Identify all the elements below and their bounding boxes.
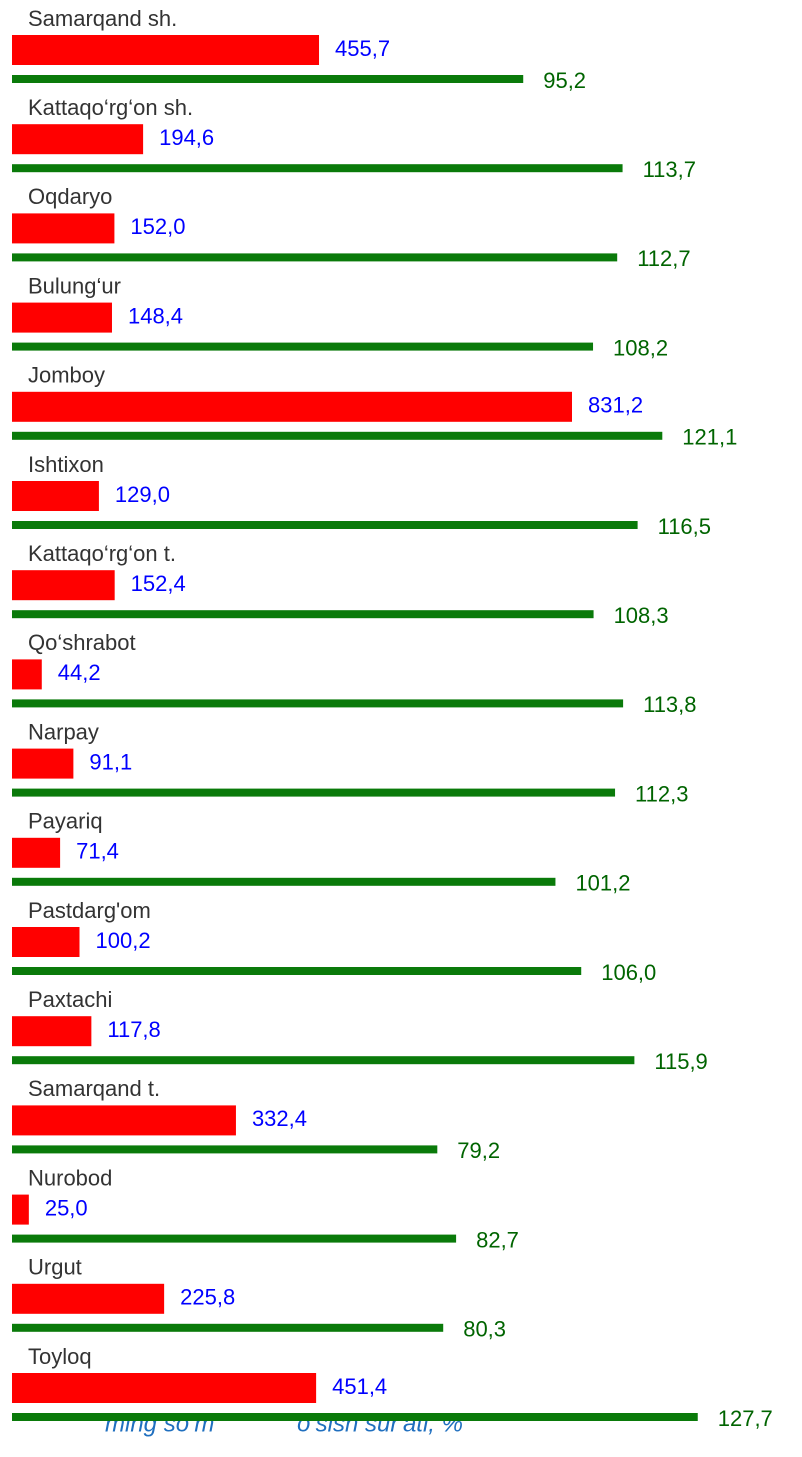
bar: [12, 659, 42, 690]
bar: [12, 699, 624, 708]
bar: [12, 1056, 635, 1065]
category-label: Samarqand t.: [28, 1076, 160, 1101]
value-label: 108,3: [614, 603, 669, 628]
bar: [12, 927, 80, 957]
bar: [12, 837, 61, 868]
category-label: Pastdarg'om: [28, 898, 151, 923]
bar: [12, 481, 99, 511]
value-label: 113,8: [643, 692, 696, 717]
category-label: Narpay: [28, 719, 99, 744]
category-label: Oqdaryo: [28, 184, 112, 209]
bar: [12, 748, 74, 779]
value-label: 44,2: [58, 660, 101, 685]
value-label: 25,0: [45, 1195, 88, 1220]
value-label: 117,8: [107, 1017, 160, 1042]
category-label: Jomboy: [28, 363, 105, 388]
value-label: 451,4: [332, 1374, 387, 1399]
bar: [12, 253, 618, 262]
value-label: 455,7: [335, 36, 390, 61]
bar: [12, 431, 663, 440]
category-label: Paxtachi: [28, 987, 112, 1012]
value-label: 95,2: [543, 68, 586, 93]
value-label: 106,0: [601, 960, 656, 985]
bar: [12, 570, 115, 601]
category-label: Ishtixon: [28, 452, 104, 477]
value-label: 115,9: [654, 1049, 707, 1074]
value-label: 112,3: [635, 781, 688, 806]
bar: [12, 1194, 29, 1225]
bar: [12, 521, 638, 529]
value-label: 152,0: [130, 214, 185, 239]
value-label: 121,1: [682, 425, 737, 450]
bar: [12, 302, 112, 333]
category-label: Nurobod: [28, 1165, 112, 1190]
bar: [12, 342, 594, 351]
bar: [12, 877, 556, 886]
value-label: 113,7: [643, 157, 696, 182]
value-label: 194,6: [159, 125, 214, 150]
category-label: Urgut: [28, 1255, 82, 1280]
bar: [12, 1016, 92, 1047]
category-label: Kattaqo‘rg‘on t.: [28, 541, 176, 566]
value-label: 129,0: [115, 482, 170, 507]
value-label: 71,4: [76, 839, 119, 864]
bar: [12, 610, 594, 619]
value-label: 91,1: [89, 749, 132, 774]
bar: [12, 391, 572, 422]
bar: [12, 1105, 236, 1136]
value-label: 108,2: [613, 335, 668, 360]
category-label: Kattaqo‘rg‘on sh.: [28, 95, 193, 120]
bar: [12, 1145, 438, 1154]
bar: [12, 1413, 698, 1421]
bar: [12, 1234, 457, 1243]
bar: [12, 1323, 444, 1332]
bar: [12, 35, 320, 65]
value-label: 127,7: [718, 1406, 773, 1431]
value-label: 112,7: [637, 246, 690, 271]
value-label: 225,8: [180, 1285, 235, 1310]
bar: [12, 1373, 317, 1403]
category-label: Toyloq: [28, 1344, 92, 1369]
bar: [12, 967, 582, 975]
value-label: 101,2: [575, 871, 630, 896]
bar: [12, 75, 524, 83]
value-label: 82,7: [476, 1227, 519, 1252]
category-label: Bulung‘ur: [28, 273, 121, 298]
value-label: 152,4: [131, 571, 186, 596]
value-label: 79,2: [457, 1138, 500, 1163]
value-label: 100,2: [96, 928, 151, 953]
category-label: Qo‘shrabot: [28, 630, 136, 655]
value-label: 831,2: [588, 393, 643, 418]
value-label: 80,3: [463, 1317, 506, 1342]
bar: [12, 1283, 165, 1314]
value-label: 148,4: [128, 303, 183, 328]
bar: [12, 164, 623, 173]
value-label: 332,4: [252, 1106, 307, 1131]
category-label: Payariq: [28, 809, 103, 834]
bar: [12, 213, 115, 244]
category-label: Samarqand sh.: [28, 6, 177, 31]
bar: [12, 124, 144, 155]
bar: [12, 788, 616, 797]
value-label: 116,5: [658, 514, 711, 539]
